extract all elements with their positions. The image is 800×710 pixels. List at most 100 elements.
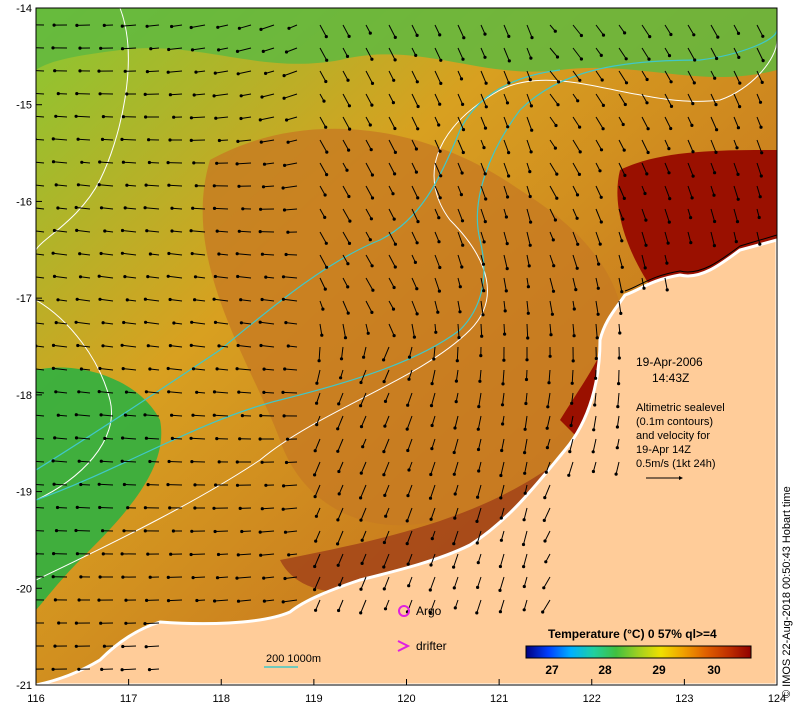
velocity-arrow — [618, 24, 626, 34]
velocity-arrow-head — [324, 241, 328, 245]
velocity-arrow — [664, 185, 671, 199]
velocity-arrow-head — [346, 285, 350, 289]
velocity-arrow — [286, 461, 298, 463]
velocity-arrow-head — [406, 494, 410, 498]
velocity-arrow — [101, 414, 114, 417]
velocity-arrow — [314, 461, 321, 476]
velocity-arrow — [595, 139, 602, 151]
velocity-arrow — [236, 576, 252, 579]
velocity-arrow — [503, 185, 509, 198]
velocity-arrow-head — [452, 450, 456, 455]
velocity-arrow — [53, 252, 68, 256]
velocity-arrow-head — [359, 380, 363, 385]
velocity-arrow — [549, 277, 554, 292]
velocity-arrow-head — [480, 334, 484, 338]
velocity-arrow-head — [689, 241, 693, 245]
velocity-arrow-head — [734, 240, 738, 244]
velocity-arrow-head — [620, 290, 624, 294]
velocity-arrow-head — [382, 358, 386, 362]
velocity-arrow — [710, 162, 716, 173]
velocity-arrow — [263, 185, 275, 188]
velocity-arrow — [261, 139, 275, 143]
velocity-arrow-head — [430, 382, 434, 386]
velocity-arrow-head — [507, 151, 511, 155]
velocity-arrow-head — [31, 575, 34, 578]
velocity-arrow — [524, 415, 528, 430]
velocity-arrow — [264, 368, 275, 371]
velocity-arrow — [315, 599, 321, 611]
velocity-arrow-head — [476, 585, 480, 590]
y-tick-label: -18 — [16, 390, 32, 402]
velocity-arrow-head — [522, 518, 526, 522]
velocity-arrow-head — [476, 495, 480, 499]
velocity-arrow — [430, 461, 436, 475]
velocity-arrow-head — [54, 183, 58, 187]
velocity-arrow — [122, 230, 137, 233]
velocity-arrow — [319, 162, 328, 175]
velocity-arrow — [365, 162, 373, 176]
velocity-arrow-head — [484, 105, 488, 109]
velocity-arrow — [595, 70, 603, 81]
velocity-arrow — [192, 47, 206, 51]
velocity-arrow-head — [544, 560, 548, 564]
velocity-arrow — [434, 47, 442, 61]
velocity-arrow-head — [529, 56, 533, 60]
velocity-arrow — [319, 116, 327, 128]
velocity-arrow — [342, 277, 349, 288]
colorbar-ticks: 27 28 29 30 — [545, 663, 721, 677]
velocity-arrow — [457, 323, 460, 338]
velocity-arrow — [36, 530, 45, 532]
velocity-arrow — [453, 461, 459, 475]
velocity-arrow-head — [599, 220, 603, 224]
velocity-arrow-head — [414, 170, 418, 174]
velocity-arrow-head — [501, 382, 505, 386]
velocity-arrow-head — [407, 355, 412, 359]
velocity-arrow-head — [760, 151, 764, 155]
velocity-arrow-head — [549, 333, 553, 337]
velocity-arrow — [549, 208, 556, 221]
velocity-arrow — [756, 24, 764, 37]
velocity-arrow — [503, 47, 510, 62]
x-tick-label: 124 — [768, 693, 786, 705]
velocity-arrow — [595, 185, 602, 198]
velocity-arrow — [618, 70, 627, 84]
velocity-arrow-head — [594, 356, 598, 361]
velocity-arrow-head — [591, 450, 595, 454]
velocity-arrow-head — [286, 230, 290, 234]
velocity-arrow-head — [143, 529, 147, 533]
velocity-arrow-head — [121, 436, 125, 440]
velocity-arrow-head — [100, 137, 105, 141]
velocity-arrow-head — [124, 621, 128, 625]
velocity-arrow-head — [736, 197, 740, 201]
velocity-arrow — [36, 93, 45, 95]
velocity-arrow — [365, 185, 373, 199]
velocity-arrow-head — [507, 34, 511, 39]
velocity-arrow-head — [369, 217, 373, 221]
velocity-arrow-head — [759, 125, 763, 129]
velocity-arrow — [36, 460, 45, 463]
velocity-arrow — [453, 530, 459, 544]
velocity-arrow-head — [51, 575, 55, 579]
velocity-arrow-head — [337, 492, 341, 496]
velocity-arrow-head — [578, 125, 582, 129]
velocity-arrow — [283, 70, 298, 77]
velocity-arrow — [214, 414, 229, 417]
velocity-arrow-head — [52, 482, 56, 486]
velocity-arrow-head — [262, 390, 266, 394]
velocity-arrow — [168, 599, 183, 602]
velocity-arrow — [214, 207, 229, 210]
velocity-arrow — [595, 231, 601, 245]
velocity-arrow-head — [287, 553, 291, 557]
velocity-arrow — [338, 461, 344, 472]
velocity-arrow-head — [597, 262, 601, 266]
velocity-arrow-head — [462, 36, 466, 40]
velocity-arrow-head — [369, 148, 373, 152]
velocity-arrow — [36, 161, 45, 164]
velocity-arrow-head — [259, 414, 263, 418]
velocity-arrow-head — [621, 122, 625, 127]
velocity-arrow-head — [313, 588, 317, 592]
velocity-arrow-head — [542, 586, 546, 590]
velocity-arrow — [457, 139, 464, 153]
velocity-arrow-head — [124, 598, 128, 602]
velocity-arrow — [572, 254, 578, 269]
